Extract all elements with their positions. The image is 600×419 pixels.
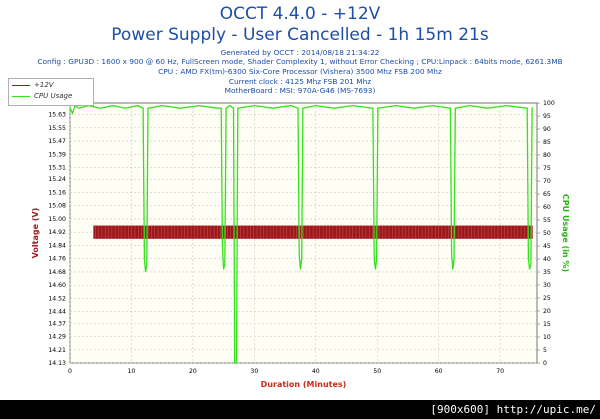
chart-panel: OCCT 4.4.0 - +12V Power Supply - User Ca… — [8, 4, 570, 389]
y-right-tick-label: 25 — [543, 295, 551, 302]
y-right-tick-label: 20 — [543, 308, 551, 315]
y-left-tick-label: 15.63 — [48, 112, 66, 119]
y-left-tick-label: 15.55 — [48, 125, 66, 132]
legend-item-voltage: +12V — [12, 81, 54, 91]
y-left-tick-label: 14.29 — [48, 334, 66, 341]
y-left-tick-label: 15.24 — [48, 176, 66, 183]
y-right-tick-label: 65 — [543, 191, 551, 198]
x-tick-label: 70 — [496, 368, 504, 375]
y-left-axis-label: Voltage (V) — [31, 208, 40, 259]
y-right-axis-label: CPU Usage (in %) — [561, 194, 570, 272]
y-left-tick-label: 14.52 — [48, 295, 66, 302]
y-left-tick-label: 15.00 — [48, 216, 66, 223]
y-left-tick-label: 15.16 — [48, 189, 66, 196]
generated-info: Generated by OCCT : 2014/08/18 21:34:22 — [220, 48, 380, 57]
legend-label-cpu: CPU Usage — [34, 92, 73, 100]
y-left-tick-label: 14.13 — [48, 360, 66, 367]
y-right-tick-label: 70 — [543, 178, 551, 185]
y-right-tick-label: 75 — [543, 165, 551, 172]
series-cpu-usage-line — [69, 104, 534, 364]
chart-svg: 14.13 14.21 14.29 14.37 14.44 14.52 14.60 14.68… — [31, 100, 570, 389]
y-right-tick-label: 35 — [543, 269, 551, 276]
y-right-tick-label: 45 — [543, 243, 551, 250]
series-voltage-texture — [95, 225, 532, 239]
cpu-info: CPU : AMD FX(tm)-6300 Six-Core Processor… — [158, 67, 442, 76]
legend: +12V CPU Usage — [8, 78, 94, 106]
motherboard-info: MotherBoard : MSI: 970A-G46 (MS-7693) — [224, 86, 376, 95]
y-right-tick-label: 95 — [543, 113, 551, 120]
legend-swatch-voltage — [12, 84, 30, 86]
x-tick-label: 0 — [68, 368, 72, 375]
x-tick-label: 20 — [189, 368, 197, 375]
image-host-footer: [900x600] http://upic.me/ — [0, 400, 600, 419]
y-right-tick-label: 50 — [543, 230, 551, 237]
x-tick-label: 50 — [373, 368, 381, 375]
x-tick-label: 60 — [435, 368, 443, 375]
y-right-tick-label: 55 — [543, 217, 551, 224]
y-left-tick-label: 14.37 — [48, 320, 66, 327]
y-right-tick-label: 10 — [543, 334, 551, 341]
y-left-tick-label: 15.31 — [48, 165, 66, 172]
x-tick-label: 40 — [312, 368, 320, 375]
x-axis-label: Duration (Minutes) — [261, 380, 347, 389]
y-left-tick-label: 14.44 — [48, 309, 66, 316]
clock-info: Current clock : 4125 Mhz FSB 201 Mhz — [228, 77, 372, 86]
y-right-tick-label: 15 — [543, 321, 551, 328]
config-info: Config : GPU3D : 1600 x 900 @ 60 Hz, Ful… — [37, 57, 563, 66]
legend-item-cpu: CPU Usage — [12, 92, 72, 102]
y-left-tick-label: 15.08 — [48, 203, 66, 210]
y-left-tick-label: 14.60 — [48, 282, 66, 289]
y-right-tick-label: 30 — [543, 282, 551, 289]
y-left-tick-label: 14.68 — [48, 269, 66, 276]
y-left-tick-label: 14.21 — [48, 347, 66, 354]
y-right-tick-label: 0 — [543, 360, 547, 367]
chart-subtitle: Power Supply - User Cancelled - 1h 15m 2… — [111, 25, 489, 45]
x-tick-label: 30 — [250, 368, 258, 375]
y-left-tick-label: 14.84 — [48, 242, 66, 249]
y-right-tick-label: 60 — [543, 204, 551, 211]
y-right-tick-label: 80 — [543, 152, 551, 159]
x-tick-label: 10 — [128, 368, 136, 375]
footer-text: [900x600] http://upic.me/ — [430, 403, 596, 416]
chart-title: OCCT 4.4.0 - +12V — [219, 4, 381, 24]
y-right-tick-label: 90 — [543, 126, 551, 133]
y-right-tick-label: 85 — [543, 139, 551, 146]
legend-label-voltage: +12V — [34, 81, 54, 89]
legend-swatch-cpu — [12, 95, 30, 97]
y-right-tick-label: 40 — [543, 256, 551, 263]
y-left-tick-label: 14.76 — [48, 256, 66, 263]
y-left-tick-label: 15.39 — [48, 151, 66, 158]
y-left-tick-label: 15.47 — [48, 138, 66, 145]
y-right-tick-label: 100 — [543, 100, 555, 107]
y-left-tick-label: 14.92 — [48, 229, 66, 236]
y-right-tick-label: 5 — [543, 347, 547, 354]
